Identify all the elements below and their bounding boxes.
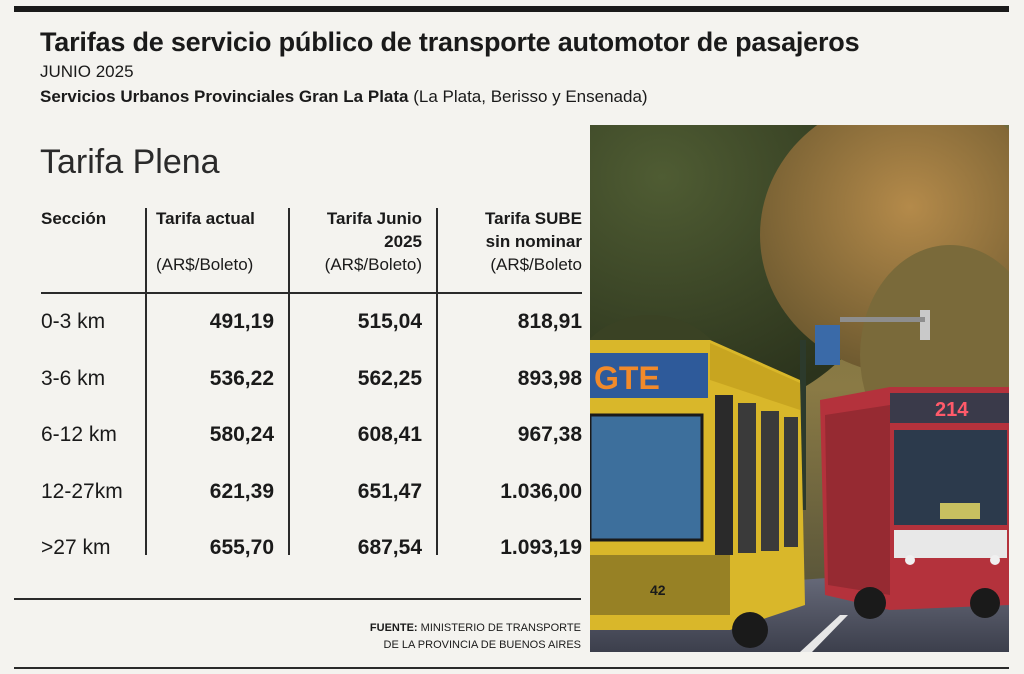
bus-right: 214 [820, 387, 1009, 619]
source-label: FUENTE: [369, 622, 418, 634]
header-tarifa-actual-label: Tarifa actual [156, 209, 255, 228]
row-tarifa-junio: 608,41 [357, 423, 422, 446]
table-row: 3-6 km 536,22 562,25 893,98 [0, 364, 600, 394]
header-tarifa-junio: Tarifa Junio 2025 (AR$/Boleto) [292, 207, 422, 276]
header-tarifa-junio-unit: (AR$/Boleto) [324, 255, 422, 274]
row-tarifa-sube: 818,91 [517, 310, 582, 333]
header-section: Sección [41, 209, 107, 228]
row-section: 3-6 km [41, 367, 106, 390]
subtitle: Servicios Urbanos Provinciales Gran La P… [40, 87, 648, 107]
header-tarifa-junio-line2: 2025 [384, 232, 422, 251]
row-tarifa-sube: 1.093,19 [500, 536, 582, 559]
bottom-rule [14, 667, 1009, 669]
section-title: Tarifa Plena [40, 143, 220, 181]
row-section: >27 km [41, 536, 111, 559]
header-tarifa-sube: Tarifa SUBE sin nominar (AR$/Boleto [440, 207, 582, 276]
row-section: 0-3 km [41, 310, 106, 333]
table-row: 0-3 km 491,19 515,04 818,91 [0, 307, 600, 337]
row-tarifa-actual: 655,70 [209, 536, 274, 559]
header-tarifa-junio-line1: Tarifa Junio [326, 209, 422, 228]
row-section: 6-12 km [41, 423, 117, 446]
column-divider [288, 208, 290, 555]
row-section: 12-27km [41, 480, 123, 503]
row-tarifa-sube: 893,98 [517, 367, 582, 390]
row-tarifa-junio: 562,25 [357, 367, 422, 390]
page-title: Tarifas de servicio público de transport… [40, 27, 860, 57]
header-divider [41, 292, 582, 294]
table-row: 12-27km 621,39 651,47 1.036,00 [0, 477, 600, 507]
subtitle-rest: (La Plata, Berisso y Ensenada) [408, 87, 648, 106]
row-tarifa-junio: 515,04 [357, 310, 422, 333]
row-tarifa-junio: 651,47 [357, 480, 422, 503]
subtitle-bold: Servicios Urbanos Provinciales Gran La P… [40, 87, 409, 106]
source-line1: MINISTERIO DE TRANSPORTE [417, 622, 581, 634]
row-tarifa-junio: 687,54 [357, 536, 422, 559]
row-tarifa-sube: 967,38 [517, 423, 582, 446]
bus-left-sign: GTE [594, 360, 660, 396]
header-tarifa-sube-unit: (AR$/Boleto [490, 255, 582, 274]
header-tarifa-sube-line2: sin nominar [485, 232, 582, 251]
top-rule [14, 6, 1009, 12]
table-row: 6-12 km 580,24 608,41 967,38 [0, 420, 600, 450]
column-divider [145, 208, 147, 555]
table-row: >27 km 655,70 687,54 1.093,19 [0, 533, 600, 563]
bus-photo: 214 GTE 42 [590, 125, 1009, 652]
bus-left: GTE 42 [590, 340, 805, 648]
source-note: FUENTE: MINISTERIO DE TRANSPORTE DE LA P… [370, 620, 581, 654]
row-tarifa-actual: 621,39 [209, 480, 274, 503]
bus-photo-illustration: 214 GTE 42 [590, 125, 1009, 652]
row-tarifa-actual: 580,24 [209, 423, 274, 446]
bus-left-number: 42 [650, 582, 666, 598]
source-line2: DE LA PROVINCIA DE BUENOS AIRES [383, 639, 581, 651]
column-divider [436, 208, 438, 555]
row-tarifa-sube: 1.036,00 [500, 480, 582, 503]
row-tarifa-actual: 536,22 [209, 367, 274, 390]
header-tarifa-actual: Tarifa actual (AR$/Boleto) [156, 207, 274, 276]
footer-rule [14, 598, 581, 600]
row-tarifa-actual: 491,19 [209, 310, 274, 333]
header-tarifa-sube-line1: Tarifa SUBE [485, 209, 582, 228]
header-tarifa-actual-unit: (AR$/Boleto) [156, 255, 254, 274]
bus-right-sign: 214 [935, 399, 969, 421]
date-label: JUNIO 2025 [40, 62, 134, 81]
